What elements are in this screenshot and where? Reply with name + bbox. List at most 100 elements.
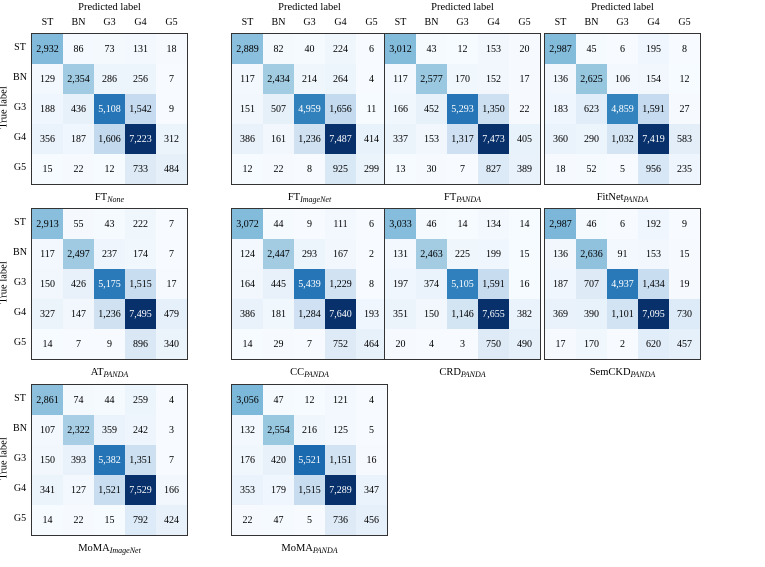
matrix-cell: 2,636 (576, 239, 607, 269)
panel-caption-subscript: ImageNet (109, 546, 141, 555)
panel-caption-subscript: PANDA (312, 546, 338, 555)
matrix-cell: 8 (669, 34, 700, 64)
matrix-cell: 583 (669, 124, 700, 154)
matrix-cell: 337 (385, 124, 416, 154)
matrix-cell: 124 (232, 239, 263, 269)
matrix-cell: 153 (478, 34, 509, 64)
matrix-cell: 1,515 (125, 269, 156, 299)
matrix-cell: 792 (125, 505, 156, 535)
matrix-cell: 40 (294, 34, 325, 64)
matrix-cell: 153 (416, 124, 447, 154)
matrix-cell: 27 (669, 94, 700, 124)
matrix-cell: 7,289 (325, 475, 356, 505)
matrix-cell: 151 (232, 94, 263, 124)
matrix-cell: 456 (356, 505, 387, 535)
matrix-cell: 106 (607, 64, 638, 94)
x-tick-label: G4 (487, 17, 500, 28)
panel-caption-method: FitNet (596, 192, 624, 203)
matrix-cell: 7 (156, 239, 187, 269)
matrix-cell: 386 (232, 299, 263, 329)
matrix-cell: 22 (263, 154, 294, 184)
matrix-cell: 18 (545, 154, 576, 184)
y-tick-label: G3 (13, 102, 27, 113)
y-tick-label: G4 (13, 132, 27, 143)
matrix-cell: 44 (94, 385, 125, 415)
matrix-cell: 188 (32, 94, 63, 124)
matrix-cell: 73 (94, 34, 125, 64)
panel-caption-subscript: PANDA (103, 370, 129, 379)
matrix-cell: 507 (263, 94, 294, 124)
matrix-cell: 2,463 (416, 239, 447, 269)
matrix-cell: 15 (669, 239, 700, 269)
matrix-cell: 1,236 (294, 124, 325, 154)
matrix-cell: 452 (416, 94, 447, 124)
matrix-border (31, 384, 188, 536)
x-tick-label: BN (71, 17, 86, 28)
matrix-cell: 132 (232, 415, 263, 445)
matrix-cell: 187 (63, 124, 94, 154)
matrix-cell: 14 (32, 505, 63, 535)
matrix-cell: 18 (156, 34, 187, 64)
y-axis-title: True label (0, 261, 10, 304)
matrix-cell: 19 (669, 269, 700, 299)
matrix-cell: 55 (63, 209, 94, 239)
matrix-cell: 1,101 (607, 299, 638, 329)
matrix-cell: 2,913 (32, 209, 63, 239)
matrix-cell: 117 (385, 64, 416, 94)
matrix-border (384, 208, 541, 360)
matrix-cell: 827 (478, 154, 509, 184)
x-tick-label: ST (394, 17, 407, 28)
matrix-cell: 199 (478, 239, 509, 269)
matrix-cell: 166 (385, 94, 416, 124)
panel-caption: FTNone (32, 192, 187, 204)
matrix-cell: 15 (94, 505, 125, 535)
x-tick-label: G5 (165, 17, 178, 28)
matrix-cell: 1,151 (325, 445, 356, 475)
matrix-cell: 82 (263, 34, 294, 64)
matrix-cell: 20 (385, 329, 416, 359)
matrix-cell: 129 (32, 64, 63, 94)
panel-caption-method: CC (290, 367, 305, 378)
panel-caption-subscript: PANDA (456, 195, 481, 204)
matrix-cell: 359 (94, 415, 125, 445)
matrix-cell: 752 (325, 329, 356, 359)
matrix-border (544, 33, 701, 185)
y-tick-label: G5 (13, 337, 27, 348)
panel-caption-subscript: ImageNet (300, 195, 332, 204)
matrix-cell: 464 (356, 329, 387, 359)
matrix-cell: 167 (325, 239, 356, 269)
matrix-cell: 12 (294, 385, 325, 415)
matrix-cell: 8 (356, 269, 387, 299)
x-tick-label: ST (241, 17, 254, 28)
matrix-cell: 1,317 (447, 124, 478, 154)
matrix-cell: 1,284 (294, 299, 325, 329)
matrix-cell: 369 (545, 299, 576, 329)
matrix-cell: 195 (638, 34, 669, 64)
matrix-cell: 623 (576, 94, 607, 124)
matrix-cell: 6 (607, 209, 638, 239)
matrix-cell: 117 (32, 239, 63, 269)
matrix-cell: 730 (669, 299, 700, 329)
y-tick-label: G4 (13, 483, 27, 494)
panel-caption-method: MoMA (281, 543, 313, 554)
matrix-cell: 9 (294, 209, 325, 239)
matrix-cell: 12 (94, 154, 125, 184)
matrix-cell: 3 (156, 415, 187, 445)
x-tick-label: G5 (365, 17, 378, 28)
panel-caption: FTImageNet (232, 192, 387, 204)
matrix-cell: 264 (325, 64, 356, 94)
panel-caption-method: CRD (439, 367, 461, 378)
matrix-cell: 382 (509, 299, 540, 329)
panel-caption-method: MoMA (78, 543, 110, 554)
x-axis-title: Predicted label (431, 2, 494, 13)
x-tick-label: G3 (456, 17, 469, 28)
matrix-cell: 136 (545, 239, 576, 269)
matrix-cell: 164 (232, 269, 263, 299)
matrix-cell: 107 (32, 415, 63, 445)
matrix-cell: 3,056 (232, 385, 263, 415)
x-axis-title: Predicted label (278, 2, 341, 13)
matrix-cell: 420 (263, 445, 294, 475)
panel-caption: MoMAPANDA (232, 543, 387, 555)
matrix-cell: 15 (509, 239, 540, 269)
matrix-cell: 620 (638, 329, 669, 359)
